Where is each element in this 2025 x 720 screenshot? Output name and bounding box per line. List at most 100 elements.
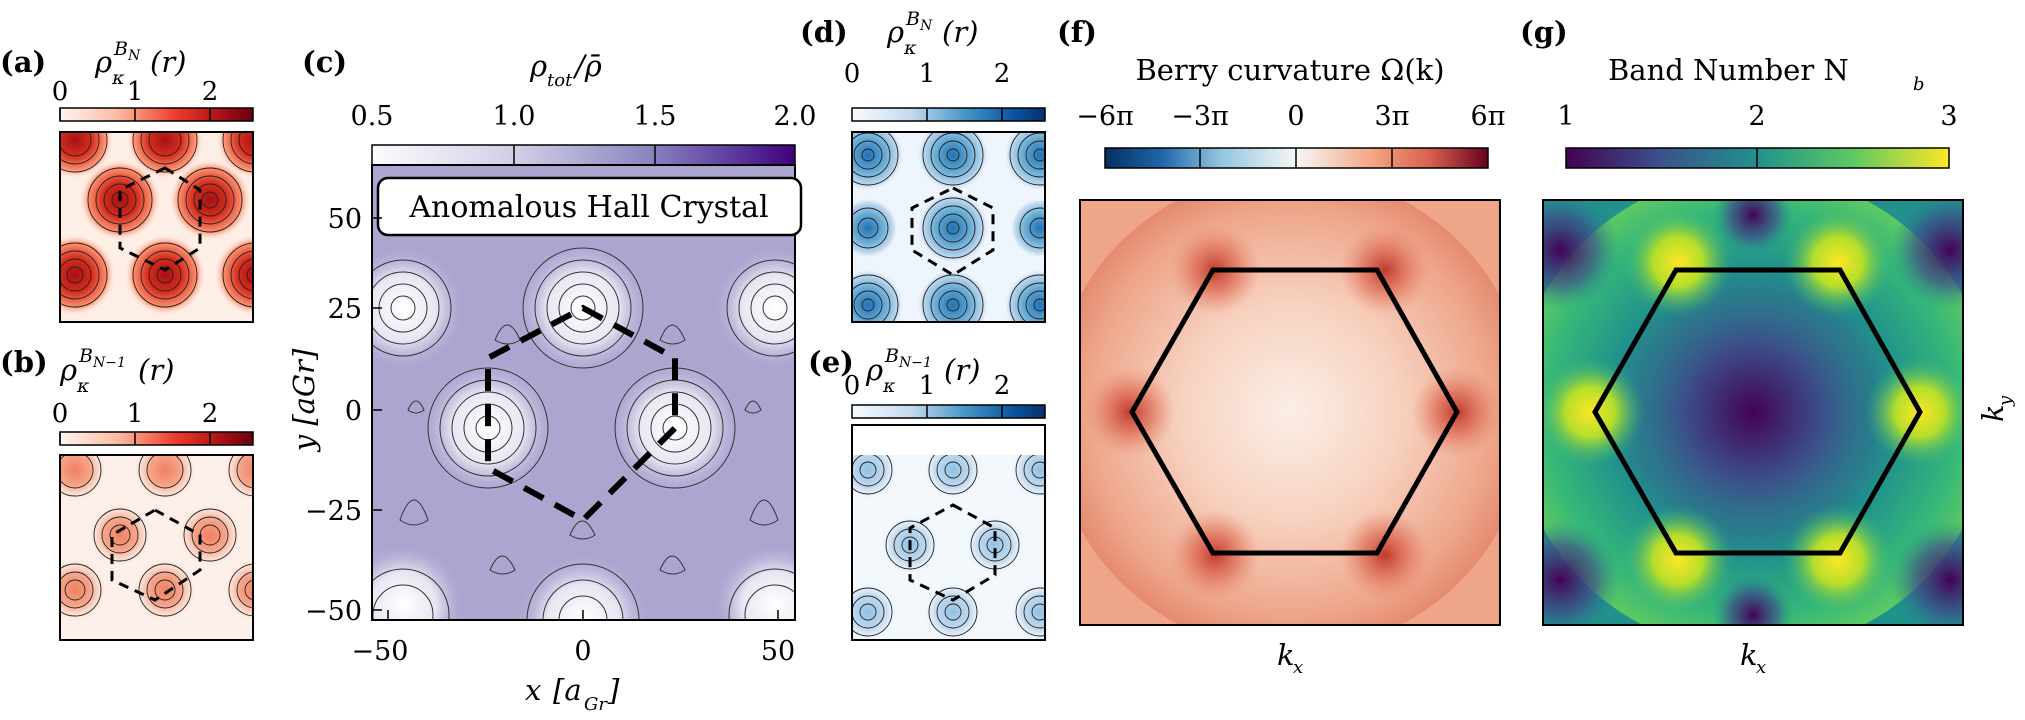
- svg-text:[a: [a: [553, 673, 582, 707]
- panel-g: (g) Band Number N b 1 2 3: [1520, 15, 2016, 678]
- panel-e-frame: [851, 424, 1046, 641]
- panel-d-colorbar: 0 1 2: [844, 59, 1046, 122]
- panel-d-map: [852, 132, 1045, 322]
- panel-d-tick: 2: [994, 59, 1011, 89]
- panel-f-tick: −6π: [1076, 101, 1134, 132]
- svg-text:κ: κ: [882, 375, 896, 397]
- svg-text:x: x: [525, 673, 541, 707]
- panel-d-colorbar-gradient: [851, 107, 1046, 122]
- panel-e-map: [852, 455, 1045, 640]
- panel-c-tick: 1.5: [634, 101, 677, 132]
- panel-b-label: (b): [0, 345, 48, 379]
- svg-text:x: x: [1756, 657, 1766, 678]
- panel-c-colorbar: 0.5 1.0 1.5 2.0: [351, 101, 817, 167]
- svg-text:B: B: [113, 38, 128, 60]
- panel-e-label: (e): [808, 345, 854, 379]
- svg-text:N: N: [919, 18, 933, 34]
- panel-b-tick: 2: [202, 399, 219, 429]
- panel-b-colorbar-gradient: [59, 431, 254, 446]
- svg-text:N−1: N−1: [92, 355, 126, 371]
- panel-e-tick: 0: [844, 371, 861, 401]
- panel-a-tick: 1: [127, 77, 144, 107]
- panel-c-ytick: 50: [328, 204, 362, 235]
- panel-d: (d) ρ κ B N (r) 0 1 2: [800, 8, 1046, 323]
- panel-b-tick: 0: [52, 399, 69, 429]
- svg-text:Gr: Gr: [584, 694, 608, 715]
- panel-f: (f) Berry curvature Ω(k) −6π −3π 0 3π 6π: [1057, 15, 1506, 678]
- svg-text:Band Number N: Band Number N: [1608, 53, 1849, 87]
- panel-c-ytick: 0: [345, 396, 362, 427]
- svg-text:B: B: [78, 345, 93, 367]
- panel-f-label: (f): [1057, 15, 1097, 49]
- panel-f-colorbar-title: Berry curvature Ω(k): [1135, 53, 1444, 87]
- panel-d-frame: [851, 131, 1046, 323]
- panel-g-tick: 3: [1940, 101, 1957, 132]
- panel-c-yaxis: 50 25 0 −25 −50 y [aGr]: [287, 204, 382, 627]
- panel-c-colorbar-gradient: [371, 144, 796, 167]
- panel-d-tick: 0: [844, 59, 861, 89]
- panel-e-title: ρ κ B N−1 (r): [865, 345, 981, 397]
- panel-c-xaxis: −50 0 50 x [a Gr ]: [352, 610, 795, 715]
- svg-text:ρ: ρ: [865, 353, 883, 387]
- panel-g-frame: [1542, 199, 1964, 626]
- panel-e: (e) ρ κ B N−1 (r) 0 1 2: [808, 345, 1046, 641]
- panel-g-xlabel: k x: [1740, 638, 1766, 678]
- panel-c-legend-text: Anomalous Hall Crystal: [408, 190, 768, 225]
- panel-a-title: ρ κ B N (r): [94, 38, 187, 89]
- panel-f-tick: −3π: [1171, 101, 1229, 132]
- panel-f-colorbar: −6π −3π 0 3π 6π: [1076, 101, 1506, 169]
- svg-text:ρ: ρ: [886, 15, 904, 49]
- svg-text:k: k: [1976, 404, 2010, 422]
- panel-b-frame: [59, 454, 254, 641]
- panel-a-tick: 2: [202, 77, 219, 107]
- panel-f-map: [1080, 200, 1500, 625]
- panel-c-xtick: −50: [352, 636, 409, 667]
- svg-text:(r): (r): [150, 45, 187, 79]
- panel-g-ylabel: k y: [1976, 395, 2016, 422]
- panel-c-tick: 2.0: [774, 101, 817, 132]
- panel-f-tick: 3π: [1375, 101, 1410, 132]
- panel-g-map: [1543, 200, 1963, 625]
- svg-text:]: ]: [607, 673, 620, 707]
- panel-c-tick: 1.0: [493, 101, 536, 132]
- panel-c: (c) ρ tot /ρ̄ 0.5 1.0 1.5 2.0: [287, 45, 817, 715]
- panel-g-label: (g): [1520, 15, 1568, 49]
- panel-f-xlabel: k x: [1277, 638, 1303, 678]
- panel-c-tick: 0.5: [351, 101, 394, 132]
- svg-text:k: k: [1277, 638, 1295, 672]
- svg-text:B: B: [905, 8, 920, 30]
- panel-c-ylabel: y [aGr]: [287, 348, 321, 453]
- panel-b-map: [60, 455, 253, 640]
- panel-b-colorbar: 0 1 2: [52, 399, 254, 446]
- svg-text:x: x: [1293, 657, 1303, 678]
- svg-text:b: b: [1913, 74, 1925, 95]
- svg-text:k: k: [1740, 638, 1758, 672]
- svg-text:/ρ̄: /ρ̄: [572, 49, 602, 83]
- panel-c-colorbar-title: ρ tot /ρ̄: [529, 49, 602, 91]
- svg-text:ρ: ρ: [529, 49, 547, 83]
- svg-text:tot: tot: [547, 70, 573, 91]
- svg-text:N: N: [127, 48, 141, 64]
- panel-e-tick: 2: [994, 371, 1011, 401]
- panel-g-colorbar: 1 2 3: [1557, 101, 1958, 169]
- panel-c-map: [372, 165, 795, 620]
- svg-text:ρ: ρ: [59, 353, 77, 387]
- panel-f-frame: [1079, 199, 1501, 626]
- panel-c-xlabel: x [a Gr ]: [525, 673, 620, 715]
- svg-text:y: y: [1995, 395, 2016, 407]
- svg-text:(r): (r): [138, 353, 175, 387]
- panel-g-colorbar-title: Band Number N b: [1608, 53, 1925, 95]
- panel-f-tick: 6π: [1471, 101, 1506, 132]
- svg-text:ρ: ρ: [94, 45, 112, 79]
- svg-text:κ: κ: [76, 375, 90, 397]
- svg-text:κ: κ: [111, 67, 125, 89]
- panel-d-title: ρ κ B N (r): [886, 8, 979, 59]
- panel-b-title: ρ κ B N−1 (r): [59, 345, 175, 397]
- panel-a-colorbar-gradient: [59, 107, 254, 122]
- panel-d-label: (d): [800, 15, 848, 49]
- panel-e-tick: 1: [919, 371, 936, 401]
- panel-a: (a) ρ κ B N (r) 0 1 2: [0, 38, 254, 323]
- svg-text:(r): (r): [942, 15, 979, 49]
- panel-e-colorbar: 0 1 2: [844, 371, 1046, 419]
